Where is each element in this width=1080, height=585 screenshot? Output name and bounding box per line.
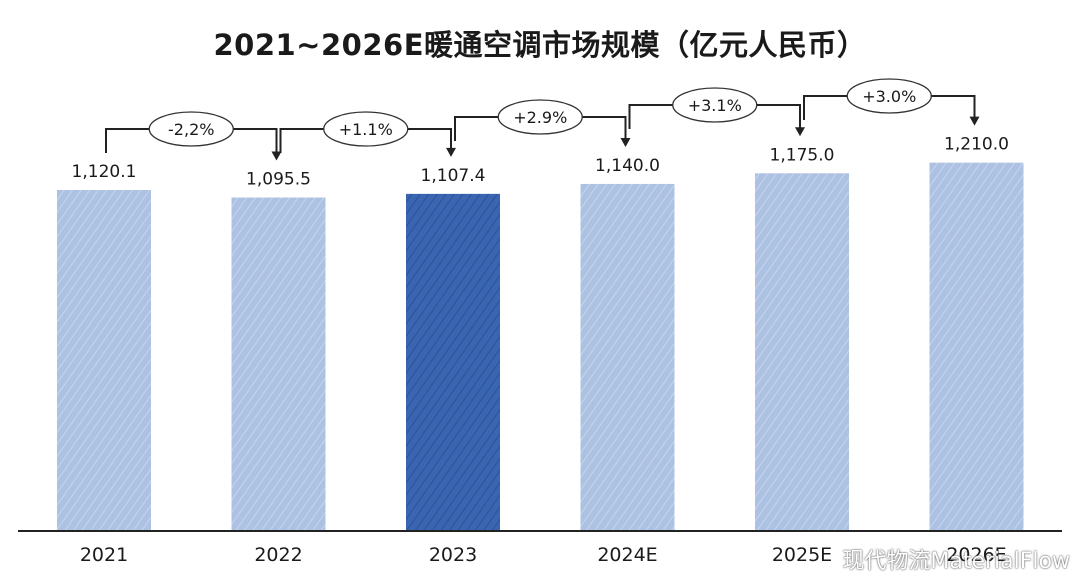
- growth-arrow-3: +2.9%: [454, 99, 631, 147]
- category-label-2026E: 2026E: [946, 544, 1006, 566]
- bar-2025E: [755, 173, 849, 531]
- bar-2026E: [929, 162, 1024, 531]
- value-label-2022: 1,095.5: [246, 169, 311, 189]
- value-label-2024E: 1,140.0: [595, 156, 660, 176]
- value-label-2021: 1,120.1: [72, 162, 137, 182]
- bar-2024E: [580, 183, 675, 531]
- growth-arrow-5: +3.0%: [803, 78, 980, 126]
- growth-label-3: +2.9%: [513, 108, 567, 127]
- growth-label-2: +1.1%: [339, 120, 393, 139]
- category-label-2025E: 2025E: [772, 544, 832, 566]
- watermark: 现代物流MaterialFlow: [842, 549, 1070, 574]
- growth-arrow-1: -2,2%: [105, 111, 282, 161]
- category-label-2024E: 2024E: [597, 544, 657, 566]
- chart-title: 2021~2026E暖通空调市场规模（亿元人民币）: [213, 28, 867, 62]
- bar-2022: [231, 197, 326, 532]
- value-label-2025E: 1,175.0: [770, 145, 835, 165]
- growth-label-1: -2,2%: [168, 120, 214, 139]
- category-label-2023: 2023: [429, 544, 477, 566]
- growth-label-5: +3.0%: [862, 87, 916, 106]
- growth-arrow-2: +1.1%: [279, 111, 456, 157]
- value-label-2026E: 1,210.0: [944, 135, 1009, 155]
- value-label-2023: 1,107.4: [421, 166, 486, 186]
- bar-2021: [57, 190, 151, 531]
- bar-2023: [406, 193, 500, 532]
- category-label-2022: 2022: [254, 544, 302, 566]
- category-label-2021: 2021: [80, 544, 128, 566]
- growth-label-4: +3.1%: [688, 96, 742, 115]
- growth-arrow-4: +3.1%: [628, 87, 805, 137]
